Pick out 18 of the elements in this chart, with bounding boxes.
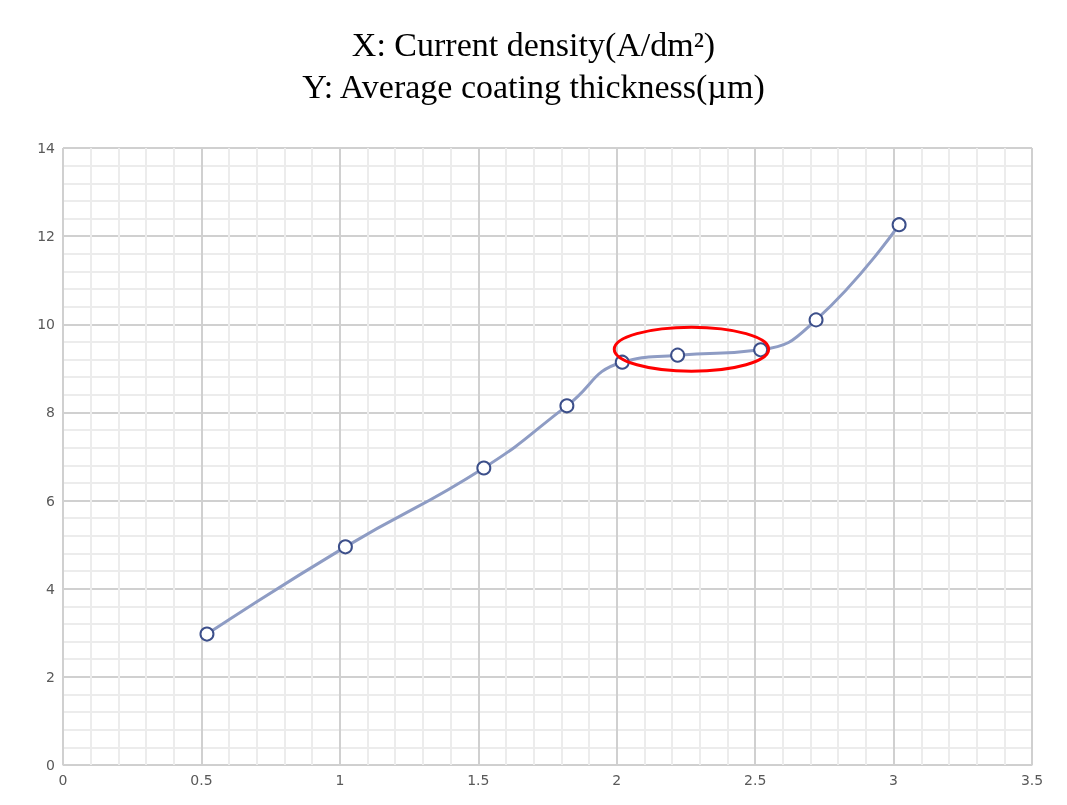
- x-tick-label: 2.5: [744, 772, 767, 788]
- chart-title: X: Current density(A/dm²): [351, 25, 716, 64]
- x-tick-label: 0.5: [190, 772, 213, 788]
- y-tick-label: 10: [37, 316, 55, 333]
- y-tick-label: 14: [37, 140, 56, 156]
- y-tick-label: 8: [46, 404, 55, 421]
- x-tick-label: 3: [889, 772, 899, 788]
- y-tick-label: 6: [46, 492, 56, 509]
- y-tick-label: 2: [46, 668, 55, 685]
- x-tick-label: 0: [58, 772, 68, 788]
- x-tick-label: 1: [335, 772, 345, 788]
- x-tick-label: 1.5: [467, 772, 490, 788]
- chart-subtitle: Y: Average coating thickness(µm): [302, 67, 765, 106]
- x-tick-label: 3.5: [1020, 772, 1044, 788]
- y-tick-label: 0: [46, 757, 55, 773]
- y-tick-label: 12: [37, 228, 55, 245]
- y-tick-label: 4: [46, 580, 56, 597]
- x-tick-label: 2: [612, 772, 622, 788]
